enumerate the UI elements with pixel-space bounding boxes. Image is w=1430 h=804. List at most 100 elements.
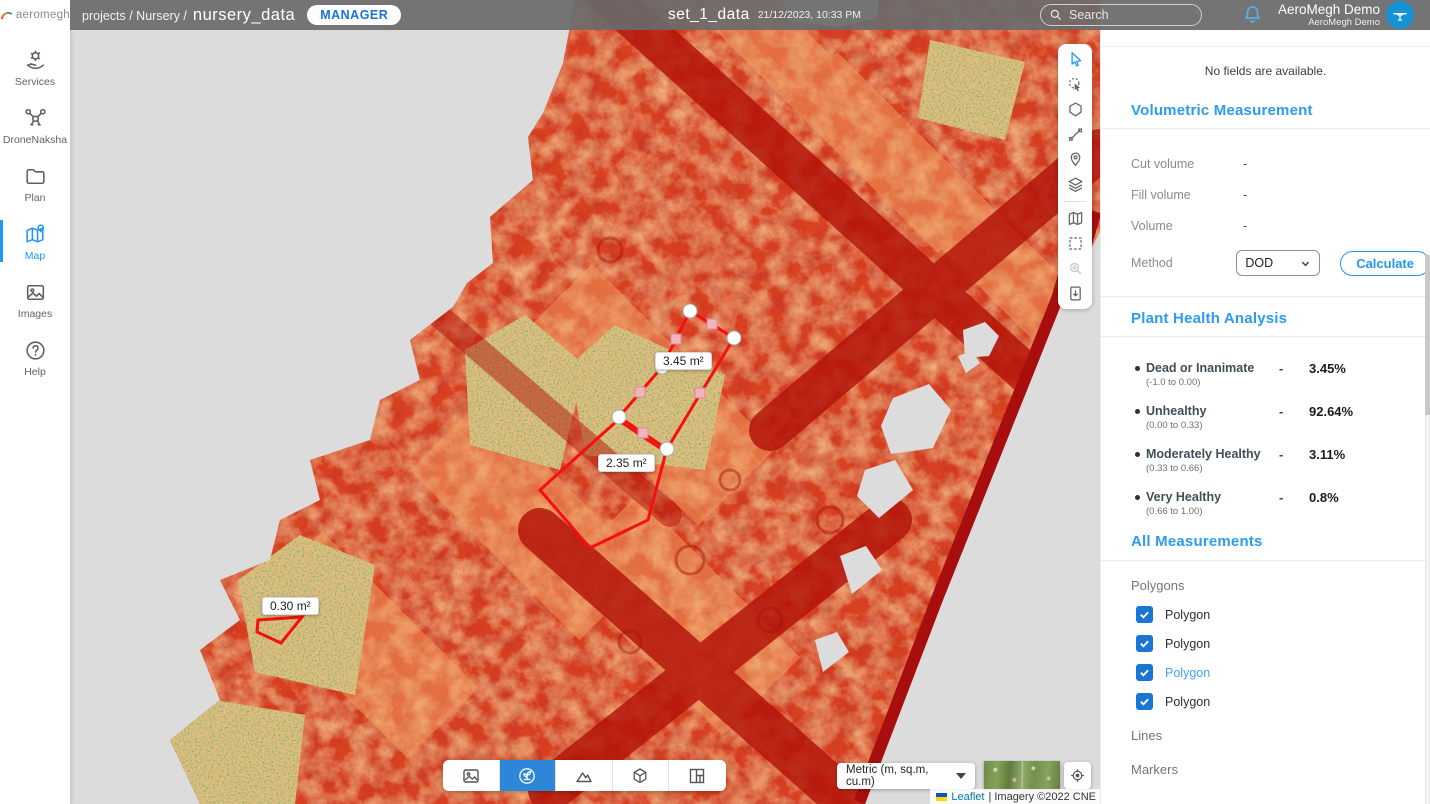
drone-icon — [24, 108, 46, 126]
measurement-polygon-3[interactable] — [255, 615, 306, 645]
select-cursor-icon[interactable] — [1058, 47, 1092, 72]
class-range: (-1.0 to 0.00) — [1146, 377, 1201, 388]
checkbox-checked[interactable] — [1136, 635, 1153, 652]
split-compare-view-icon[interactable] — [669, 760, 726, 791]
checkbox-checked[interactable] — [1136, 693, 1153, 710]
polygon-item-label[interactable]: Polygon — [1165, 665, 1211, 680]
notification-bell-icon[interactable] — [1242, 4, 1263, 30]
sidebar-item-services[interactable]: Services — [0, 40, 70, 94]
elevation-view-icon[interactable] — [556, 760, 613, 791]
folder-icon — [25, 168, 45, 185]
sidebar-item-label: Services — [14, 76, 56, 88]
basemap-icon[interactable] — [1058, 206, 1092, 231]
polygon-item-label[interactable]: Polygon — [1165, 694, 1211, 709]
ukraine-flag-icon — [936, 792, 948, 801]
all-measurements-heading: All Measurements — [1131, 533, 1263, 550]
check-icon — [1140, 669, 1149, 677]
fill-volume-value: - — [1243, 188, 1248, 202]
calculate-button[interactable]: Calculate — [1340, 250, 1430, 276]
sidebar-item-dronenaksha[interactable]: DroneNaksha — [0, 98, 70, 152]
polygon-visibility-row[interactable]: Polygon — [1136, 693, 1430, 710]
measurement-polygon-2[interactable] — [537, 418, 668, 550]
orthomosaic-view-icon[interactable] — [443, 760, 500, 791]
user-org: AeroMegh Demo — [1308, 17, 1380, 28]
polygon-vertex-handles[interactable] — [611, 303, 742, 457]
check-icon — [1140, 611, 1149, 619]
separator-dash: - — [1279, 404, 1284, 419]
toolbar-divider — [1064, 201, 1086, 202]
polygon-visibility-row[interactable]: Polygon — [1136, 635, 1430, 652]
sidebar-item-map[interactable]: Map — [0, 214, 70, 268]
fill-volume-label: Fill volume — [1131, 188, 1191, 202]
search-input[interactable] — [1069, 8, 1179, 22]
polygon-draw-icon[interactable] — [1058, 97, 1092, 122]
area-value: 3.45 m² — [663, 354, 704, 368]
divider — [1101, 560, 1430, 561]
chevron-down-icon — [1301, 261, 1310, 266]
volume-label: Volume — [1131, 219, 1173, 233]
extent-select-icon[interactable] — [1058, 231, 1092, 256]
breadcrumb[interactable]: projects / Nursery / nursery_data — [82, 6, 295, 25]
pointer-select-icon[interactable] — [1058, 72, 1092, 97]
separator-dash: - — [1279, 490, 1284, 505]
polygon-visibility-row[interactable]: Polygon — [1136, 606, 1430, 623]
map-tools-toolbar — [1058, 44, 1092, 309]
marker-add-icon[interactable] — [1058, 147, 1092, 172]
search-box[interactable] — [1040, 4, 1202, 26]
export-download-icon[interactable] — [1058, 281, 1092, 306]
sidebar-item-help[interactable]: Help — [0, 330, 70, 384]
sidebar-item-plan[interactable]: Plan — [0, 156, 70, 210]
markers-group-label: Markers — [1131, 762, 1178, 777]
sidebar-item-label: Map — [24, 250, 46, 262]
polygon-midpoint-handles[interactable] — [634, 318, 718, 439]
line-draw-icon[interactable] — [1058, 122, 1092, 147]
breadcrumb-prefix[interactable]: projects / Nursery / — [82, 8, 187, 23]
polygon-item-label[interactable]: Polygon — [1165, 607, 1211, 622]
area-value: 0.30 m² — [270, 599, 311, 613]
checkbox-checked[interactable] — [1136, 606, 1153, 623]
sidebar-item-images[interactable]: Images — [0, 272, 70, 326]
volume-value: - — [1243, 219, 1248, 233]
panel-scrollbar[interactable] — [1425, 255, 1430, 804]
aeromegh-logo[interactable]: aeromegh — [0, 0, 70, 30]
locate-me-button[interactable] — [1064, 762, 1091, 789]
ndvi-orthomosaic — [70, 0, 1100, 804]
unit-system-dropdown[interactable]: Metric (m, sq.m, cu.m) — [837, 763, 975, 789]
user-info[interactable]: AeroMegh Demo AeroMegh Demo — [1278, 0, 1380, 30]
cut-volume-row: Cut volume - — [1131, 157, 1430, 171]
chevron-down-icon — [956, 773, 966, 779]
class-range: (0.66 to 1.00) — [1146, 506, 1203, 517]
scrollbar-thumb[interactable] — [1425, 255, 1430, 415]
unit-system-value: Metric (m, sq.m, cu.m) — [846, 764, 929, 788]
map-attribution: Leaflet | Imagery ©2022 CNE — [930, 789, 1100, 804]
3d-view-icon[interactable] — [612, 760, 669, 791]
area-measurement-label: 3.45 m² — [655, 352, 712, 370]
zoom-search-icon[interactable] — [1058, 256, 1092, 281]
checkbox-checked[interactable] — [1136, 664, 1153, 681]
fill-volume-row: Fill volume - — [1131, 188, 1430, 202]
plant-health-view-icon[interactable] — [499, 760, 556, 791]
polygon-item-label[interactable]: Polygon — [1165, 636, 1211, 651]
dataset-name: set_1_data — [668, 6, 750, 23]
right-analysis-panel: No fields are available. Volumetric Meas… — [1100, 30, 1430, 804]
avatar[interactable] — [1386, 1, 1414, 29]
imagery-credit: | Imagery ©2022 CNE — [988, 790, 1096, 803]
divider — [1101, 128, 1430, 129]
separator-dash: - — [1279, 361, 1284, 376]
minimap-overview[interactable] — [984, 761, 1060, 790]
layers-icon[interactable] — [1058, 172, 1092, 197]
drone-logo-icon — [1393, 13, 1407, 21]
polygon-visibility-row-selected[interactable]: Polygon — [1136, 664, 1430, 681]
bullet-icon — [1135, 409, 1140, 414]
top-bar: projects / Nursery / nursery_data MANAGE… — [70, 0, 1430, 30]
map-canvas[interactable]: 3.45 m² 2.35 m² 0.30 m² — [70, 0, 1100, 804]
sidebar-item-label: Help — [24, 366, 46, 378]
images-icon — [26, 284, 44, 301]
method-dropdown[interactable]: DOD — [1236, 250, 1321, 276]
leaflet-link[interactable]: Leaflet — [951, 790, 985, 803]
class-value: 3.45% — [1309, 361, 1346, 376]
check-icon — [1140, 698, 1149, 706]
sidebar-nav: Services DroneNaksha Plan Map Images Hel… — [0, 30, 70, 804]
measurement-polygon-1-selected[interactable] — [611, 303, 742, 457]
